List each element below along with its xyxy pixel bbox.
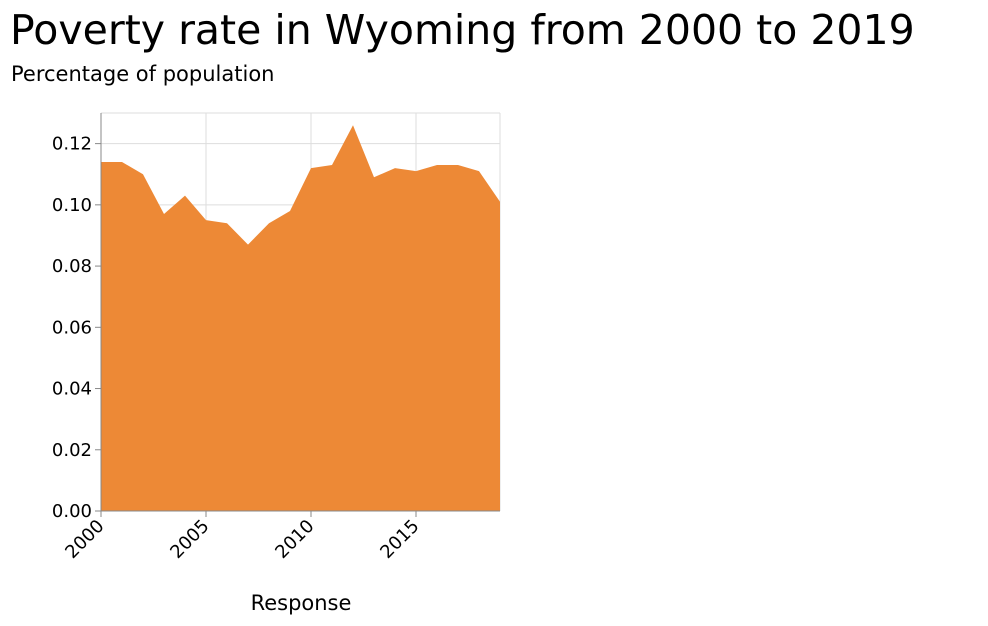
x-tick-label-3: 2015 <box>376 516 423 563</box>
y-tick-label-5: 0.10 <box>52 195 92 216</box>
x-tick-label-0: 2000 <box>61 516 108 563</box>
x-tick-label-2: 2010 <box>271 516 318 563</box>
x-axis-label: Response <box>251 591 352 615</box>
x-axis-ticks: 2000 2005 2010 2015 <box>61 511 424 563</box>
area-series <box>101 125 500 511</box>
chart-title: Poverty rate in Wyoming from 2000 to 201… <box>10 6 915 54</box>
x-tick-label-1: 2005 <box>166 516 213 563</box>
y-tick-label-4: 0.08 <box>52 256 92 277</box>
y-tick-label-0: 0.00 <box>52 501 92 522</box>
axes <box>100 113 500 512</box>
y-tick-label-2: 0.04 <box>52 379 92 400</box>
y-tick-label-6: 0.12 <box>52 134 92 155</box>
area-series-0 <box>101 125 500 511</box>
y-axis-ticks: 0.00 0.02 0.04 0.06 0.08 0.10 0.12 <box>52 134 101 522</box>
y-tick-label-1: 0.02 <box>52 440 92 461</box>
y-tick-label-3: 0.06 <box>52 317 92 338</box>
chart-subtitle: Percentage of population <box>11 62 275 86</box>
